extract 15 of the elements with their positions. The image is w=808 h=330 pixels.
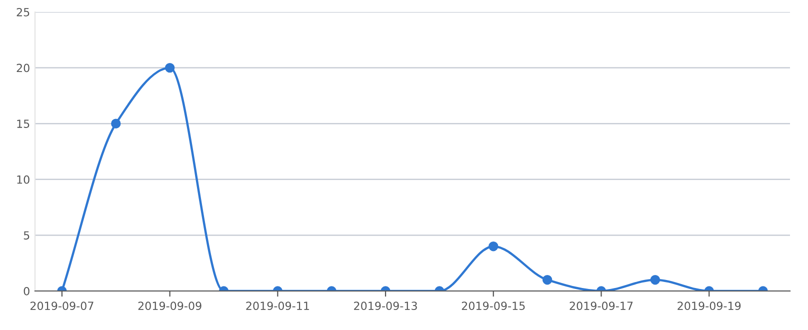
y-tick-label: 10 <box>17 175 30 184</box>
point <box>111 118 121 128</box>
x-tick-label: 2019-09-17 <box>570 302 633 310</box>
x-tick-label: 2019-09-11 <box>246 302 309 310</box>
y-tick-label: 25 <box>16 8 30 16</box>
y-tick-label: 20 <box>16 64 30 72</box>
y-tick-label: 0 <box>24 286 30 296</box>
x-tick-label: 2019-09-09 <box>138 302 202 310</box>
point <box>164 62 175 73</box>
x-tick-label: 2019-09-07 <box>30 302 94 310</box>
y-tick-label: 5 <box>24 231 30 240</box>
x-tick-label: 2019-09-19 <box>678 302 741 310</box>
y-tick-label: 15 <box>17 120 30 128</box>
x-tick-label: 2019-09-15 <box>462 302 525 310</box>
x-tick-label: 2019-09-13 <box>354 302 417 310</box>
